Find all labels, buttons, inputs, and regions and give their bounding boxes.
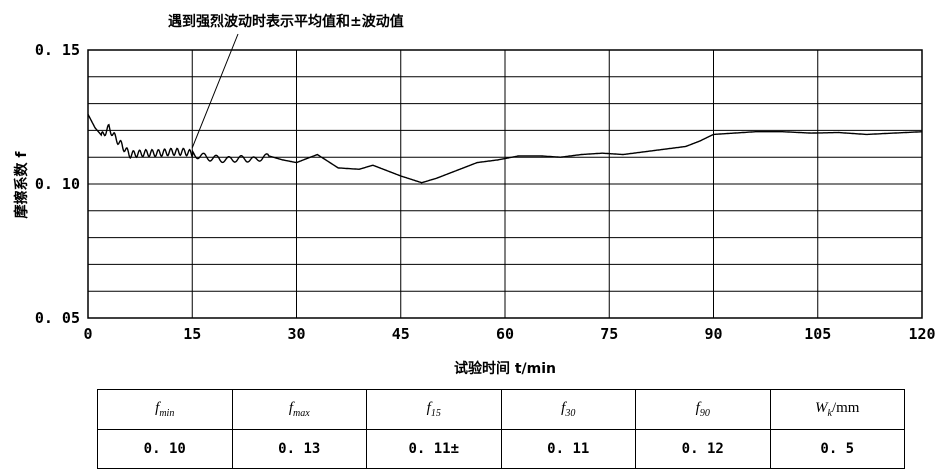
y-tick-label: 0. 15 bbox=[35, 41, 80, 59]
table-header-cell: Wk/mm bbox=[769, 389, 905, 430]
friction-chart: 0 15 30 45 60 75 90 105 120 0. 15 0. 10 0. 05 遇到强烈… bbox=[13, 13, 936, 377]
x-tick-label: 45 bbox=[392, 325, 410, 343]
x-tick-label: 105 bbox=[804, 325, 831, 343]
y-tick-label: 0. 05 bbox=[35, 309, 80, 327]
y-axis-label: 摩擦系数 f bbox=[13, 151, 30, 219]
x-tick-labels: 0 15 30 45 60 75 90 105 120 bbox=[83, 325, 935, 343]
x-tick-label: 0 bbox=[83, 325, 92, 343]
x-tick-label: 90 bbox=[704, 325, 722, 343]
annotation-leader-line bbox=[191, 33, 239, 149]
summary-value-row: 0. 10 0. 13 0. 11± 0. 11 0. 12 0. 5 bbox=[97, 428, 905, 469]
x-tick-label: 120 bbox=[908, 325, 935, 343]
plot-frame bbox=[87, 49, 923, 319]
annotation-text: 遇到强烈波动时表示平均值和±波动值 bbox=[168, 13, 404, 30]
summary-table: fmin fmax f15 f30 f90 Wk/mm 0. 10 0. 13 0. 11± 0… bbox=[97, 389, 905, 469]
table-value-cell: 0. 10 bbox=[97, 428, 233, 469]
y-tick-labels: 0. 15 0. 10 0. 05 bbox=[35, 41, 80, 327]
table-value-cell: 0. 5 bbox=[769, 428, 905, 469]
table-header-cell: fmax bbox=[231, 389, 367, 430]
table-value-cell: 0. 13 bbox=[231, 428, 367, 469]
x-tick-label: 30 bbox=[287, 325, 305, 343]
table-header-cell: fmin bbox=[97, 389, 233, 430]
table-value-cell: 0. 12 bbox=[635, 428, 771, 469]
table-value-cell: 0. 11 bbox=[500, 428, 636, 469]
table-header-cell: f90 bbox=[635, 389, 771, 430]
x-tick-label: 60 bbox=[496, 325, 514, 343]
x-tick-label: 75 bbox=[600, 325, 618, 343]
x-tick-label: 15 bbox=[183, 325, 201, 343]
summary-header-row: fmin fmax f15 f30 f90 Wk/mm bbox=[97, 389, 905, 430]
x-axis-label: 试验时间 t/min bbox=[454, 360, 556, 377]
y-tick-label: 0. 10 bbox=[35, 175, 80, 193]
table-value-cell: 0. 11± bbox=[366, 428, 502, 469]
table-header-cell: f15 bbox=[366, 389, 502, 430]
grid bbox=[87, 50, 923, 318]
table-header-cell: f30 bbox=[500, 389, 636, 430]
friction-curve bbox=[87, 113, 923, 184]
